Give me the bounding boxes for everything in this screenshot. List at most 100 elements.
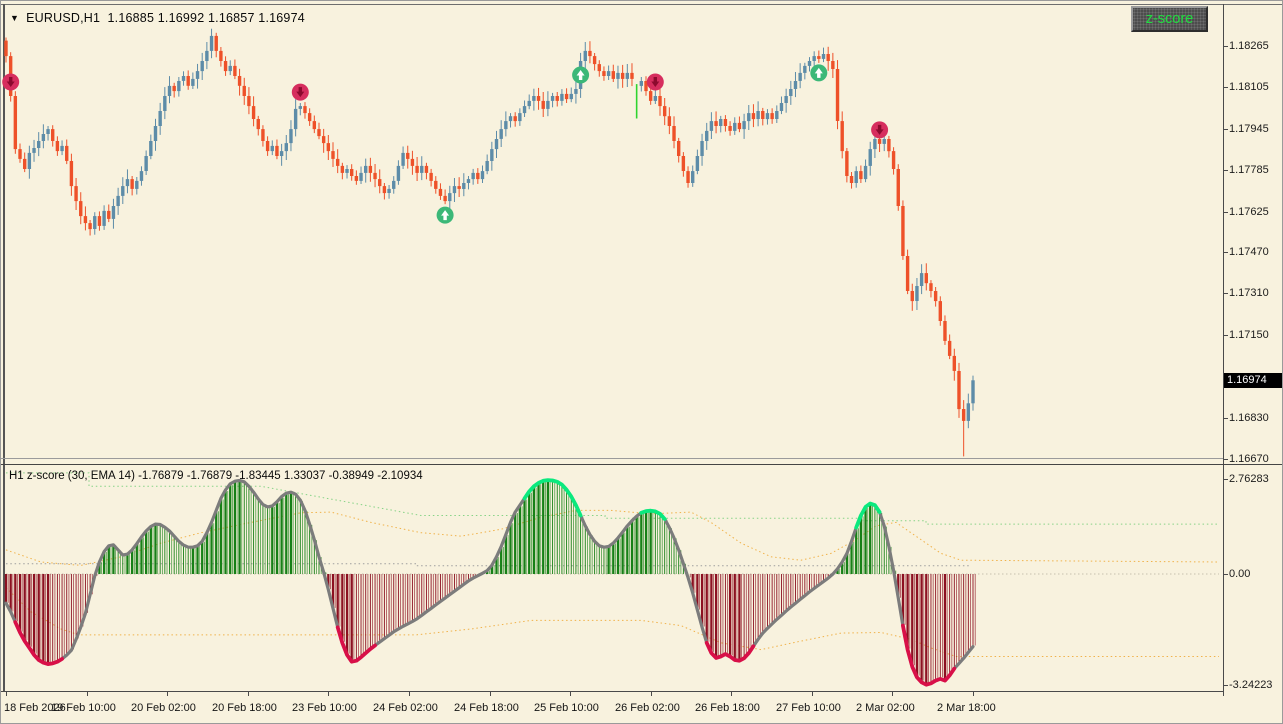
- candle-body: [153, 126, 158, 141]
- buy-signal-icon: [436, 206, 454, 224]
- candle-body: [163, 96, 167, 111]
- ohlc-values: 1.16885 1.16992 1.16857 1.16974: [107, 11, 305, 25]
- candle-body: [46, 129, 50, 134]
- candle-body: [924, 273, 928, 284]
- candle-body: [289, 129, 293, 144]
- candle-body: [88, 223, 92, 230]
- candle-body: [191, 78, 195, 86]
- candle-body: [172, 85, 176, 92]
- time-tick: [973, 691, 974, 696]
- candle-body: [630, 72, 634, 79]
- candle-body: [845, 151, 849, 176]
- candle-body: [457, 186, 461, 189]
- candle-body: [93, 216, 97, 229]
- candle-body: [466, 179, 471, 183]
- price-axis-label: 1.18105: [1229, 81, 1269, 93]
- time-axis-label: 26 Feb 18:00: [695, 702, 760, 714]
- zscore-button[interactable]: z-score: [1131, 6, 1208, 32]
- candle-body: [817, 56, 821, 59]
- price-tick: [1223, 418, 1228, 419]
- candle-body: [55, 141, 60, 152]
- candle-body: [373, 172, 377, 180]
- indicator-axis-label: -3.24223: [1229, 679, 1273, 691]
- candle-body: [247, 96, 251, 107]
- candle-body: [116, 195, 120, 206]
- candle-body: [751, 113, 756, 120]
- indicator-header: H1 z-score (30, EMA 14) -1.76879 -1.7687…: [9, 470, 423, 482]
- candle-body: [971, 380, 975, 404]
- price-tick: [1223, 87, 1228, 88]
- candle-body: [602, 71, 606, 76]
- time-tick: [6, 691, 7, 696]
- candle-body: [849, 176, 854, 183]
- candle-body: [592, 56, 597, 65]
- candle-body: [882, 139, 886, 144]
- candle-body: [177, 81, 181, 92]
- symbol-period-label: EURUSD,H1: [26, 11, 101, 25]
- candle-body: [186, 76, 190, 86]
- candle-body: [859, 171, 863, 180]
- candle-body: [345, 169, 349, 173]
- candle-body: [835, 69, 840, 121]
- price-tick: [1223, 293, 1228, 294]
- candle-body: [490, 149, 494, 161]
- candle-body: [321, 136, 326, 144]
- candle-body: [891, 151, 896, 169]
- time-tick: [651, 691, 652, 696]
- candle-body: [616, 72, 620, 79]
- candle-body: [256, 119, 260, 130]
- candle-body: [915, 286, 919, 301]
- candle-body: [522, 106, 527, 114]
- candle-body: [639, 81, 644, 86]
- price-tick: [1223, 252, 1228, 253]
- candle-body: [873, 139, 877, 150]
- candle-body: [415, 165, 419, 173]
- candle-body: [18, 149, 22, 159]
- candle-body: [135, 180, 139, 189]
- candle-body: [536, 96, 541, 101]
- candle-body: [896, 169, 900, 206]
- candle-body: [826, 54, 830, 61]
- candle-body: [335, 158, 340, 166]
- symbol-dropdown-icon[interactable]: ▼: [10, 13, 20, 23]
- candle-body: [144, 156, 148, 171]
- axis-separator-line: [1223, 4, 1224, 696]
- candle-body: [41, 134, 46, 141]
- candle-body: [83, 216, 88, 224]
- candle-body: [74, 186, 78, 202]
- candle-body: [111, 206, 116, 219]
- time-tick: [892, 691, 893, 696]
- time-axis-label: 24 Feb 18:00: [454, 702, 519, 714]
- panel-splitter-bottom[interactable]: [1, 464, 1282, 465]
- candle-body: [574, 89, 578, 94]
- candle-body: [265, 141, 270, 152]
- candle-body: [887, 139, 891, 152]
- candle-body: [251, 106, 256, 119]
- candle-body: [219, 50, 223, 61]
- price-axis-label: 1.17945: [1229, 123, 1269, 135]
- time-tick: [570, 691, 571, 696]
- oversold-cap-segment: [901, 623, 957, 687]
- candle-body: [518, 113, 522, 122]
- indicator-axis-label: 0.00: [1229, 568, 1251, 580]
- overbought-cap-segment: [522, 478, 583, 518]
- candle-body: [700, 141, 704, 156]
- candle-body: [396, 165, 401, 181]
- candle-body: [443, 195, 447, 202]
- main-price-chart[interactable]: [1, 1, 1223, 463]
- panel-splitter-top[interactable]: [1, 458, 1223, 459]
- orange-lower-band-dotted: [5, 587, 1219, 657]
- price-axis-label: 1.17150: [1229, 329, 1269, 341]
- zscore-indicator-panel[interactable]: [1, 466, 1223, 691]
- candle-body: [401, 152, 405, 166]
- candle-body: [406, 152, 410, 159]
- candle-body: [821, 54, 826, 59]
- candle-body: [560, 93, 564, 101]
- candle-body: [840, 121, 844, 152]
- candle-body: [37, 141, 41, 148]
- candle-body: [733, 122, 737, 131]
- candle-body: [429, 172, 433, 181]
- candle-body: [102, 210, 106, 226]
- candle-body: [424, 165, 429, 173]
